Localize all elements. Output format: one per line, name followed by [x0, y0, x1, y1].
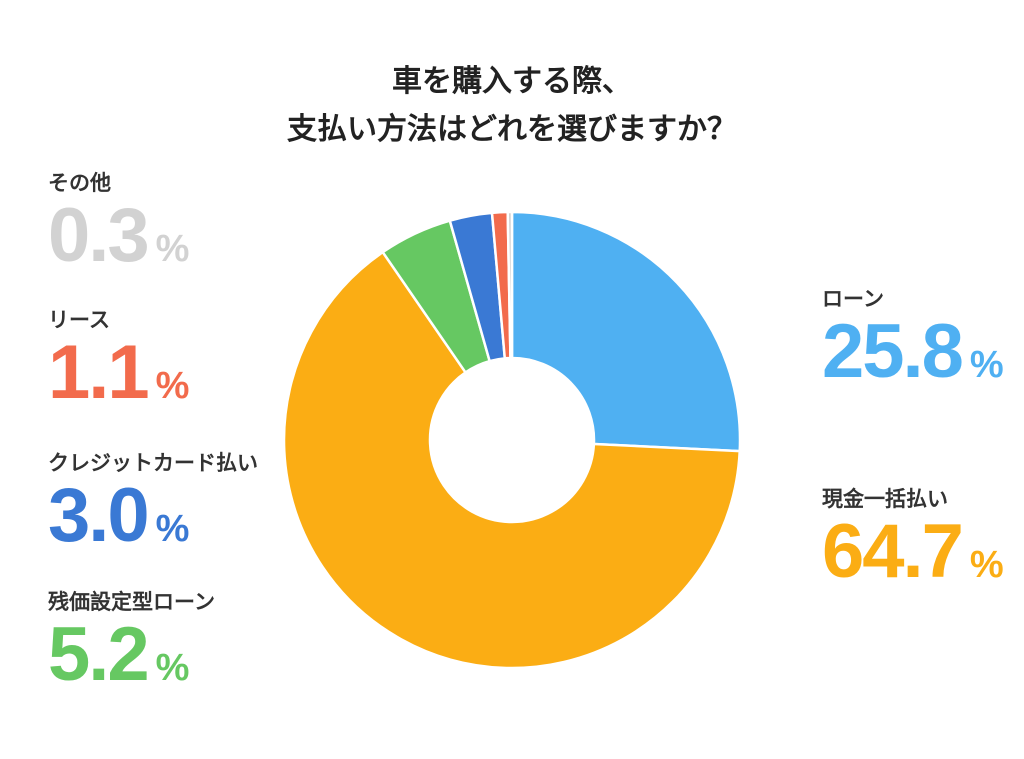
legend-item-other: その他 0.3% [48, 170, 189, 289]
value-label-credit-card: 3.0% [48, 476, 258, 569]
value-number-lease: 1.1 [48, 330, 150, 415]
legend-item-loan: ローン 25.8% [822, 286, 1004, 405]
value-label-residual-loan: 5.2% [48, 615, 215, 708]
legend-label-credit-card: クレジットカード払い [48, 451, 258, 475]
chart-title-line-2: 支払い方法はどれを選びますか？ [287, 112, 737, 147]
percent-sign-loan: % [969, 344, 1004, 386]
donut-slice-cash [282, 250, 741, 670]
donut-slice-loan [510, 210, 742, 453]
value-number-cash: 64.7 [822, 509, 964, 594]
legend-label-cash: 現金一括払い [822, 487, 948, 511]
percent-sign-residual-loan: % [155, 647, 190, 689]
percent-sign-cash: % [969, 544, 1004, 586]
value-label-cash: 64.7% [822, 512, 1004, 605]
legend-label-residual-loan: 残価設定型ローン [48, 590, 215, 614]
percent-sign-other: % [155, 228, 190, 270]
legend-item-cash: 現金一括払い 64.7% [822, 486, 1004, 605]
value-number-credit-card: 3.0 [48, 473, 150, 558]
value-number-loan: 25.8 [822, 309, 964, 394]
legend-item-lease: リース 1.1% [48, 307, 189, 426]
value-label-loan: 25.8% [822, 312, 1004, 405]
chart-title-line-1: 車を購入する際、 [392, 64, 632, 99]
legend-label-lease: リース [48, 308, 110, 332]
value-number-residual-loan: 5.2 [48, 612, 150, 697]
percent-sign-lease: % [155, 365, 190, 407]
value-number-other: 0.3 [48, 193, 150, 278]
donut-slice-other [506, 210, 514, 360]
legend-label-loan: ローン [822, 287, 884, 311]
legend-item-residual-loan: 残価設定型ローン 5.2% [48, 589, 215, 708]
legend-label-other: その他 [48, 171, 111, 195]
value-label-lease: 1.1% [48, 333, 189, 426]
percent-sign-credit-card: % [155, 508, 190, 550]
legend-item-credit-card: クレジットカード払い 3.0% [48, 450, 258, 569]
value-label-other: 0.3% [48, 196, 189, 289]
chart-title: 車を購入する際、 支払い方法はどれを選びますか？ [0, 58, 1024, 154]
